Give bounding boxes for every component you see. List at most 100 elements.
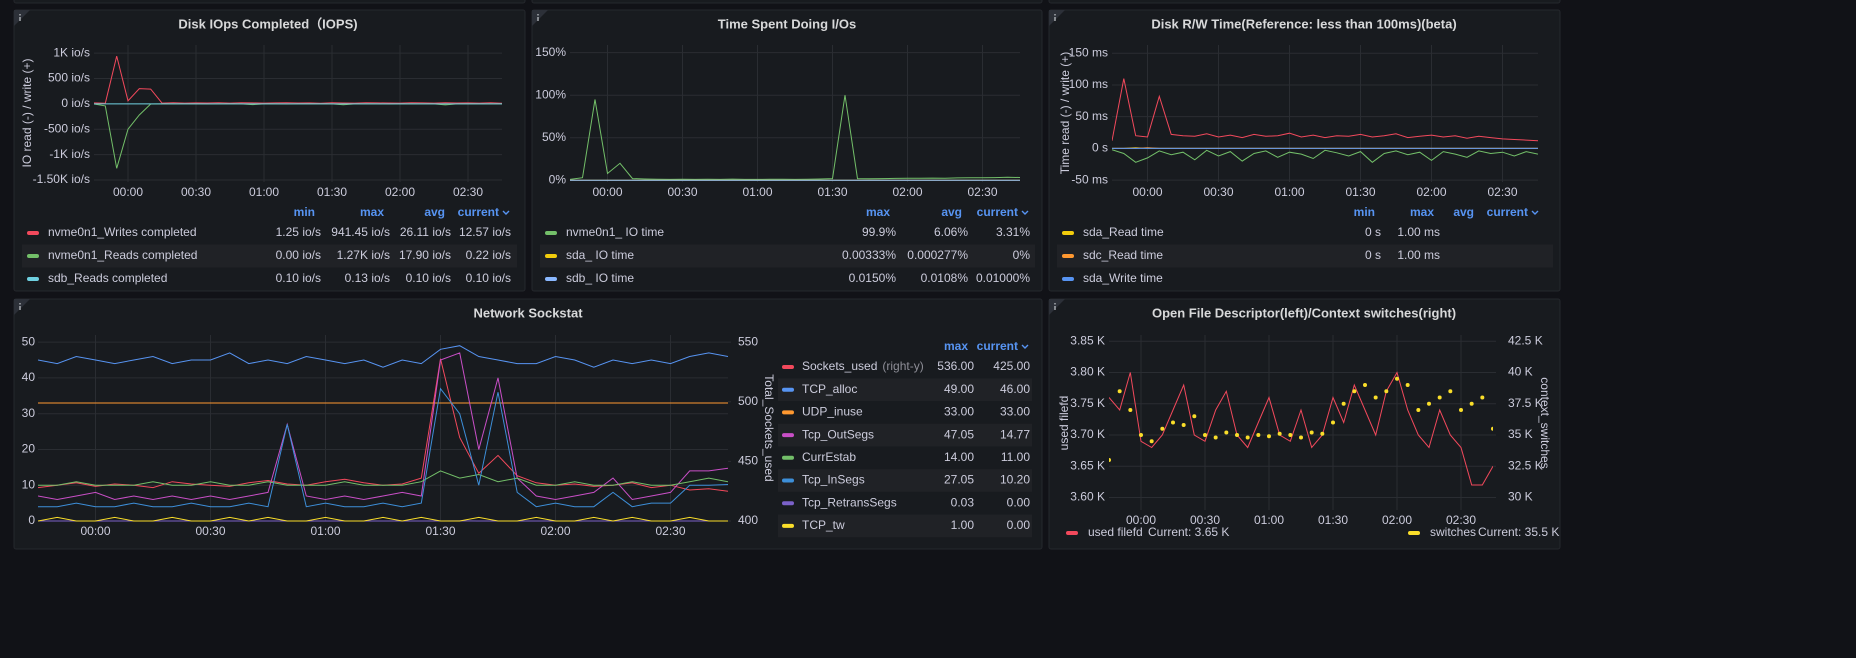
legend-name[interactable]: used filefd	[1088, 525, 1143, 539]
legend-name[interactable]: TCP_tw	[802, 518, 845, 532]
series-line	[1109, 371, 1493, 486]
panel-edge	[13, 0, 526, 4]
panel-title: Network Sockstat	[473, 305, 583, 320]
panel-title: Open File Descriptor(left)/Context switc…	[1152, 305, 1456, 320]
legend-name[interactable]: sda_Read time	[1083, 225, 1164, 239]
scatter-point	[1405, 383, 1410, 387]
legend-name[interactable]: UDP_inuse	[802, 405, 863, 419]
legend-name[interactable]: Tcp_InSegs	[802, 473, 865, 487]
legend-name[interactable]: Tcp_RetransSegs	[802, 495, 897, 509]
scatter-point	[1128, 408, 1133, 412]
x-tick-label: 02:30	[655, 524, 685, 538]
legend-header[interactable]: current	[458, 205, 499, 219]
x-tick-label: 02:30	[453, 185, 483, 199]
legend-header[interactable]: max	[944, 339, 968, 353]
y-tick-label: 3.65 K	[1070, 458, 1105, 472]
y-tick-label: 0	[28, 513, 35, 527]
legend-name[interactable]: sdb_Reads completed	[48, 271, 167, 285]
y-tick-label: 50	[22, 334, 36, 348]
scatter-point	[1309, 430, 1314, 435]
scatter-point	[1139, 433, 1143, 437]
info-corner	[1049, 299, 1065, 315]
legend-swatch	[1066, 531, 1078, 535]
legend-value: 17.90 io/s	[399, 248, 451, 262]
panel: Network Sockstat 0 10 20 30 40 50 400 450 500 550 0…	[13, 298, 1043, 550]
panel-frame	[1048, 9, 1561, 292]
legend-value: 536.00	[937, 359, 974, 373]
y-tick-label: -500 io/s	[44, 121, 90, 135]
series-line	[38, 470, 728, 486]
legend-value: 941.45 io/s	[331, 225, 390, 239]
legend-value: 0.00	[1007, 518, 1031, 532]
legend-name[interactable]: nvme0n1_ IO time	[566, 225, 664, 239]
legend-swatch	[1062, 231, 1074, 235]
legend-header[interactable]: avg	[424, 205, 445, 219]
x-tick-label: 00:30	[1203, 185, 1233, 199]
x-tick-label: 00:30	[1190, 513, 1220, 527]
legend-current: Current: 3.65 K	[1148, 525, 1229, 539]
legend-name[interactable]: sda_Write time	[1083, 271, 1163, 285]
legend-value: 1.25 io/s	[276, 225, 321, 239]
x-tick-label: 01:30	[317, 185, 347, 199]
legend-header[interactable]: min	[294, 205, 315, 219]
legend-swatch	[782, 387, 794, 392]
y2-tick-label: 450	[738, 454, 758, 468]
y-tick-label: 50 ms	[1075, 109, 1108, 123]
legend-value: 1.00 ms	[1397, 248, 1440, 262]
y-axis-title: used filefd	[1057, 396, 1071, 451]
y-tick-label: 0 io/s	[61, 96, 90, 110]
legend-swatch	[782, 478, 794, 483]
legend-value: 0.000277%	[907, 248, 968, 262]
scatter-point	[1427, 401, 1431, 406]
scatter-point	[1224, 430, 1229, 435]
legend-header[interactable]: max	[866, 205, 890, 219]
legend-header[interactable]: current	[977, 339, 1018, 353]
panel-edge	[1048, 0, 1561, 4]
y2-tick-label: 550	[738, 334, 758, 348]
y2-axis-title: context_switches	[1538, 377, 1552, 468]
legend-header[interactable]: current	[1487, 205, 1528, 219]
legend-value: 10.20	[1000, 473, 1030, 487]
legend-header[interactable]: max	[360, 205, 384, 219]
legend-row-band	[778, 423, 1032, 447]
legend-name[interactable]: Sockets_used	[802, 359, 877, 373]
scatter-point	[1491, 426, 1493, 431]
panel-title: Disk IOps Completed（IOPS)	[178, 16, 357, 31]
legend-name[interactable]: nvme0n1_Reads completed	[48, 248, 197, 262]
legend-header[interactable]: avg	[941, 205, 962, 219]
legend-name[interactable]: nvme0n1_Writes completed	[48, 225, 197, 239]
x-tick-label: 02:30	[1487, 185, 1517, 199]
x-tick-label: 01:30	[817, 185, 847, 199]
series-line	[38, 387, 728, 508]
legend-value: 0 s	[1365, 248, 1381, 262]
scatter-point	[1267, 434, 1271, 439]
legend-note: (right-y)	[882, 359, 923, 373]
legend-name[interactable]: CurrEstab	[802, 450, 856, 464]
legend-name[interactable]: sdb_ IO time	[566, 271, 634, 285]
y-tick-label: 10	[22, 477, 36, 491]
legend-swatch	[545, 231, 557, 235]
legend-header[interactable]: avg	[1453, 205, 1474, 219]
legend-swatch	[782, 433, 794, 438]
y-tick-label: 150 ms	[1069, 45, 1108, 59]
legend-value: 46.00	[1000, 382, 1030, 396]
scatter-point	[1109, 458, 1111, 462]
legend-header[interactable]: min	[1354, 205, 1375, 219]
legend-header[interactable]: current	[977, 205, 1018, 219]
legend-value: 33.00	[944, 405, 974, 419]
legend-name[interactable]: switches	[1430, 525, 1476, 539]
y-tick-label: 0 s	[1092, 141, 1108, 155]
x-tick-label: 01:00	[1254, 513, 1284, 527]
x-tick-label: 01:00	[1274, 185, 1304, 199]
legend-name[interactable]: TCP_alloc	[802, 382, 857, 396]
x-tick-label: 02:00	[1382, 513, 1412, 527]
y-tick-label: 1K io/s	[53, 45, 90, 59]
legend-value: 27.05	[944, 473, 974, 487]
legend-name[interactable]: sda_ IO time	[566, 248, 634, 262]
legend-name[interactable]: Tcp_OutSegs	[802, 427, 874, 441]
panel-title: Disk R/W Time(Reference: less than 100ms…	[1151, 16, 1456, 31]
legend-header[interactable]: max	[1410, 205, 1434, 219]
y-tick-label: 100 ms	[1069, 77, 1108, 91]
legend-swatch	[1408, 531, 1420, 535]
legend-name[interactable]: sdc_Read time	[1083, 248, 1163, 262]
